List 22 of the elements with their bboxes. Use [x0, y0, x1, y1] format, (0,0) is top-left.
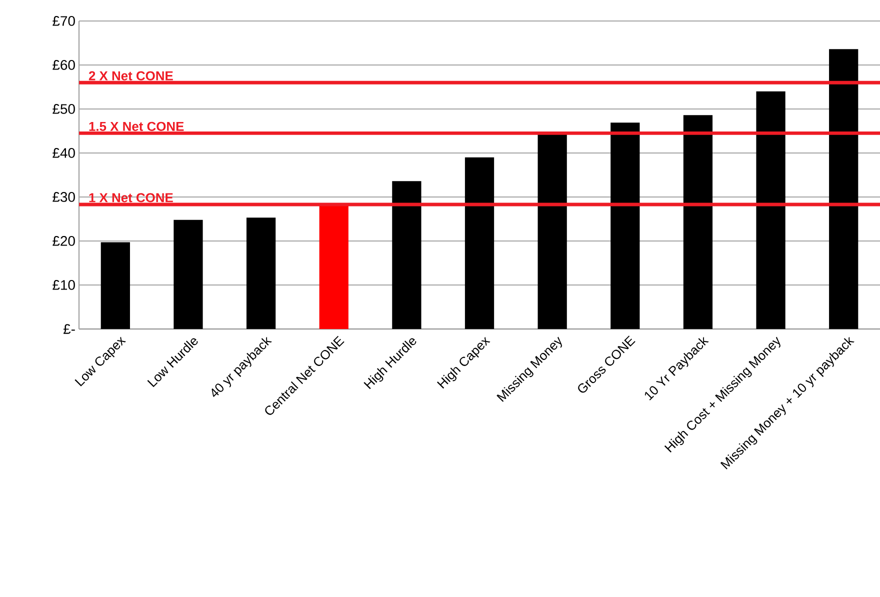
- bar: [100, 242, 130, 329]
- bar: [829, 49, 858, 329]
- y-tick-label: £40: [52, 148, 75, 158]
- bar: [538, 134, 567, 329]
- y-tick-label: £60: [52, 60, 75, 70]
- bar: [464, 157, 494, 329]
- ref-line-label: 2 X Net CONE: [88, 71, 173, 80]
- bar: [174, 220, 203, 329]
- ref-line-label: 1 X Net CONE: [89, 193, 173, 202]
- y-tick-label: £-: [63, 324, 75, 334]
- y-tick-label: £30: [52, 192, 75, 202]
- bar: [683, 115, 713, 329]
- bar: [610, 122, 640, 329]
- bar: [756, 91, 786, 329]
- bar: [319, 204, 348, 329]
- y-tick-label: £70: [52, 16, 75, 26]
- bar: [246, 218, 276, 329]
- y-tick-label: £10: [52, 280, 75, 290]
- ref-line-label: 1.5 X Net CONE: [89, 122, 184, 131]
- bar: [392, 181, 422, 329]
- y-tick-label: £50: [52, 104, 75, 114]
- y-tick-label: £20: [52, 236, 75, 246]
